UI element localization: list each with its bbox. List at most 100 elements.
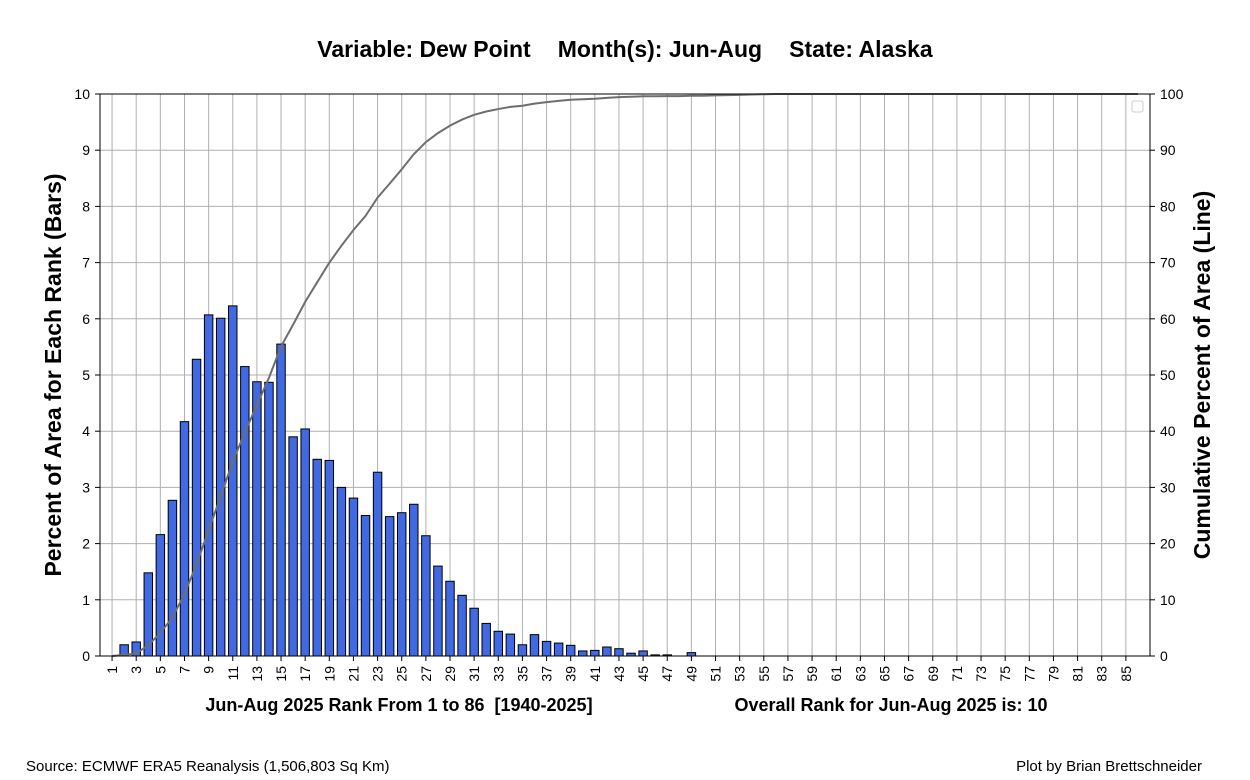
y-tick-label: 8: [82, 198, 90, 214]
title-variable: Variable: Dew Point: [317, 36, 531, 62]
x-tick-label: 79: [1045, 666, 1061, 682]
bar: [421, 535, 431, 657]
bar: [360, 515, 371, 657]
x-tick-label: 77: [1021, 666, 1037, 682]
x-tick-label: 25: [394, 666, 410, 682]
right-axis-ticks: 0 10 20 30 40 50 60 70 80 90 100: [1150, 86, 1184, 664]
y-tick-label: 0: [82, 648, 90, 664]
overall-rank-label: Overall Rank for Jun-Aug 2025 is: 10: [734, 695, 1047, 715]
bar: [252, 381, 262, 657]
x-tick-label: 3: [128, 666, 144, 674]
x-tick-label: 13: [249, 666, 265, 682]
y2-tick-label: 20: [1160, 536, 1176, 552]
x-tick-label: 35: [514, 666, 530, 682]
x-tick-label: 65: [876, 666, 892, 682]
left-axis-ticks: 0 1 2 3 4 5 6 7 8 9 10: [74, 86, 100, 664]
bar: [179, 421, 190, 657]
x-tick-label: 9: [201, 666, 217, 674]
bar: [493, 630, 504, 657]
bar: [155, 534, 166, 657]
credit-note: Plot by Brian Brettschneider: [1016, 758, 1202, 775]
x-tick-label: 7: [176, 666, 192, 674]
bar: [541, 640, 552, 657]
y-tick-label: 3: [82, 479, 90, 495]
bar: [240, 366, 250, 657]
title-state: State: Alaska: [789, 36, 933, 62]
bar: [409, 503, 419, 657]
y-tick-label: 7: [82, 255, 90, 271]
x-tick-label: 63: [852, 666, 868, 682]
x-tick-label: 55: [756, 666, 772, 682]
x-tick-label: 19: [321, 666, 337, 682]
x-tick-label: 27: [418, 666, 434, 682]
x-tick-label: 1: [104, 666, 120, 674]
x-tick-label: 49: [683, 666, 699, 682]
x-tick-label: 11: [225, 666, 241, 681]
bar: [529, 634, 540, 657]
bar-series: [119, 305, 697, 657]
y2-tick-label: 40: [1160, 423, 1176, 439]
y-tick-label: 2: [82, 536, 90, 552]
x-tick-label: 41: [587, 666, 603, 682]
bar: [457, 594, 467, 657]
bar: [445, 580, 455, 657]
y2-axis-label: Cumulative Percent of Area (Line): [1189, 191, 1215, 560]
bar: [348, 497, 359, 657]
x-tick-label: 31: [466, 666, 482, 682]
x-tick-label: 51: [708, 666, 724, 682]
y-tick-label: 10: [74, 86, 90, 102]
x-tick-label: 61: [828, 666, 844, 682]
x-axis-ticks: 1 3 5 7 9 11 13 15 17 19 21 23 25 27 29 31 33 35 37 39 41 43 4…: [104, 656, 1134, 682]
bar: [397, 512, 407, 657]
bar: [481, 622, 491, 657]
y2-tick-label: 0: [1160, 648, 1168, 664]
bar: [384, 516, 395, 657]
x-tick-label: 37: [539, 666, 555, 682]
bar: [264, 381, 274, 657]
source-note: Source: ECMWF ERA5 Reanalysis (1,506,803…: [26, 758, 390, 775]
y2-tick-label: 70: [1160, 255, 1176, 271]
x-tick-label: 47: [659, 666, 675, 682]
x-tick-label: 39: [563, 666, 579, 682]
bar: [312, 458, 322, 657]
bar: [228, 305, 238, 657]
x-tick-label: 81: [1070, 666, 1086, 682]
y2-tick-label: 30: [1160, 479, 1176, 495]
bar: [372, 471, 383, 657]
bar: [517, 644, 528, 657]
x-tick-label: 45: [635, 666, 651, 682]
bar: [590, 649, 600, 657]
x-tick-label: 15: [273, 666, 289, 682]
bar: [614, 648, 624, 657]
legend-box: [1131, 100, 1144, 113]
x-tick-label: 71: [949, 666, 965, 682]
bar: [565, 644, 576, 657]
x-tick-label: 23: [370, 666, 386, 682]
y-tick-label: 9: [82, 142, 90, 158]
bar: [336, 486, 347, 657]
x-tick-label: 43: [611, 666, 627, 682]
bar: [638, 650, 648, 657]
y-tick-label: 6: [82, 311, 90, 327]
bar: [167, 499, 178, 657]
x-tick-label: 69: [925, 666, 941, 682]
bar: [505, 633, 516, 657]
title-months: Month(s): Jun-Aug: [558, 36, 762, 62]
bar: [191, 358, 202, 657]
bar: [300, 428, 310, 657]
x-tick-label: 85: [1118, 666, 1134, 682]
x-tick-label: 59: [804, 666, 820, 682]
bar: [324, 459, 335, 657]
bar: [686, 652, 697, 657]
x-tick-label: 5: [152, 666, 168, 674]
x-tick-label: 83: [1094, 666, 1110, 682]
y2-tick-label: 100: [1160, 86, 1184, 102]
y-tick-label: 4: [82, 423, 90, 439]
x-tick-label: 53: [732, 666, 748, 682]
y2-tick-label: 60: [1160, 311, 1176, 327]
y2-tick-label: 50: [1160, 367, 1176, 383]
x-tick-label: 33: [490, 666, 506, 682]
y-tick-label: 1: [82, 592, 90, 608]
bar: [578, 650, 588, 657]
